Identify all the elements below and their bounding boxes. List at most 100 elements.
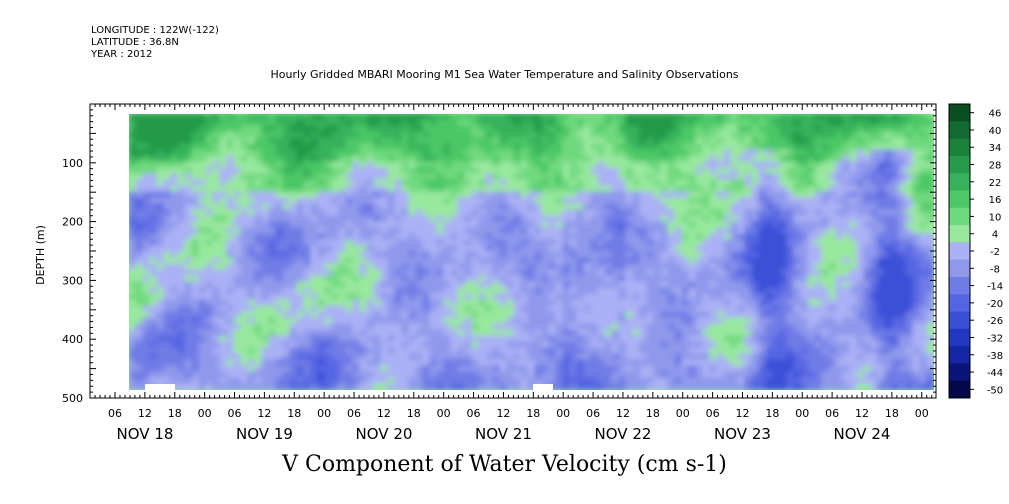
- heatmap-cell: [583, 293, 592, 301]
- heatmap-cell: [135, 131, 144, 139]
- heatmap-cell: [765, 197, 774, 205]
- heatmap-cell: [772, 149, 781, 157]
- heatmap-cell: [261, 299, 270, 307]
- heatmap-cell: [345, 233, 354, 241]
- heatmap-cell: [499, 293, 508, 301]
- heatmap-cell: [233, 167, 242, 175]
- heatmap-cell: [331, 119, 340, 127]
- heatmap-cell: [352, 227, 361, 235]
- heatmap-cell: [443, 119, 452, 127]
- heatmap-cell: [898, 179, 907, 187]
- heatmap-cell: [268, 305, 277, 313]
- heatmap-cell: [282, 323, 291, 331]
- heatmap-cell: [352, 317, 361, 325]
- heatmap-cell: [149, 185, 158, 193]
- heatmap-cell: [129, 161, 137, 169]
- heatmap-cell: [443, 239, 452, 247]
- heatmap-cell: [541, 359, 550, 367]
- heatmap-cell: [562, 173, 571, 181]
- heatmap-cell: [926, 161, 934, 169]
- heatmap-cell: [345, 371, 354, 379]
- heatmap-cell: [807, 239, 816, 247]
- heatmap-cell: [814, 155, 823, 163]
- heatmap-cell: [513, 305, 522, 313]
- heatmap-cell: [926, 167, 934, 175]
- heatmap-cell: [499, 203, 508, 211]
- heatmap-cell: [660, 191, 669, 199]
- heatmap-cell: [926, 119, 934, 127]
- heatmap-cell: [513, 287, 522, 295]
- heatmap-cell: [632, 197, 641, 205]
- heatmap-cell: [723, 209, 732, 217]
- heatmap-cell: [401, 371, 410, 379]
- heatmap-cell: [240, 287, 249, 295]
- heatmap-cell: [926, 275, 934, 283]
- heatmap-cell: [695, 119, 704, 127]
- heatmap-cell: [744, 347, 753, 355]
- heatmap-cell: [345, 263, 354, 271]
- heatmap-cell: [828, 245, 837, 253]
- heatmap-cell: [471, 161, 480, 169]
- heatmap-cell: [387, 131, 396, 139]
- heatmap-cell: [129, 305, 137, 313]
- heatmap-cell: [548, 131, 557, 139]
- heatmap-cell: [156, 203, 165, 211]
- heatmap-cell: [317, 125, 326, 133]
- heatmap-cell: [660, 114, 669, 121]
- heatmap-cell: [513, 209, 522, 217]
- heatmap-cell: [632, 257, 641, 265]
- heatmap-cell: [912, 119, 921, 127]
- heatmap-cell: [800, 365, 809, 373]
- heatmap-cell: [240, 203, 249, 211]
- heatmap-cell: [639, 311, 648, 319]
- heatmap-cell: [611, 137, 620, 145]
- heatmap-cell: [394, 263, 403, 271]
- heatmap-cell: [576, 179, 585, 187]
- heatmap-cell: [821, 251, 830, 259]
- heatmap-cell: [142, 221, 151, 229]
- heatmap-cell: [520, 269, 529, 277]
- heatmap-cell: [625, 173, 634, 181]
- heatmap-cell: [611, 275, 620, 283]
- heatmap-cell: [212, 293, 221, 301]
- heatmap-cell: [562, 365, 571, 373]
- heatmap-cell: [674, 347, 683, 355]
- heatmap-cell: [786, 257, 795, 265]
- heatmap-cell: [646, 155, 655, 163]
- heatmap-cell: [919, 365, 928, 373]
- heatmap-cell: [604, 257, 613, 265]
- heatmap-cell: [856, 137, 865, 145]
- heatmap-cell: [814, 299, 823, 307]
- heatmap-cell: [149, 275, 158, 283]
- heatmap-cell: [485, 185, 494, 193]
- heatmap-cell: [520, 365, 529, 373]
- heatmap-cell: [492, 221, 501, 229]
- heatmap-cell: [219, 137, 228, 145]
- heatmap-cell: [681, 221, 690, 229]
- heatmap-cell: [457, 257, 466, 265]
- heatmap-cell: [751, 233, 760, 241]
- heatmap-cell: [737, 359, 746, 367]
- heatmap-cell: [751, 299, 760, 307]
- heatmap-cell: [345, 305, 354, 313]
- heatmap-cell: [233, 275, 242, 283]
- heatmap-cell: [688, 341, 697, 349]
- heatmap-cell: [303, 203, 312, 211]
- heatmap-cell: [534, 239, 543, 247]
- heatmap-cell: [366, 125, 375, 133]
- heatmap-cell: [198, 137, 207, 145]
- heatmap-cell: [184, 281, 193, 289]
- heatmap-cell: [639, 359, 648, 367]
- heatmap-cell: [891, 353, 900, 361]
- heatmap-cell: [758, 269, 767, 277]
- heatmap-cell: [597, 251, 606, 259]
- heatmap-cell: [198, 323, 207, 331]
- heatmap-cell: [429, 293, 438, 301]
- heatmap-cell: [702, 317, 711, 325]
- heatmap-cell: [149, 203, 158, 211]
- heatmap-cell: [184, 239, 193, 247]
- heatmap-cell: [436, 167, 445, 175]
- heatmap-cell: [821, 203, 830, 211]
- heatmap-cell: [842, 353, 851, 361]
- heatmap-cell: [639, 347, 648, 355]
